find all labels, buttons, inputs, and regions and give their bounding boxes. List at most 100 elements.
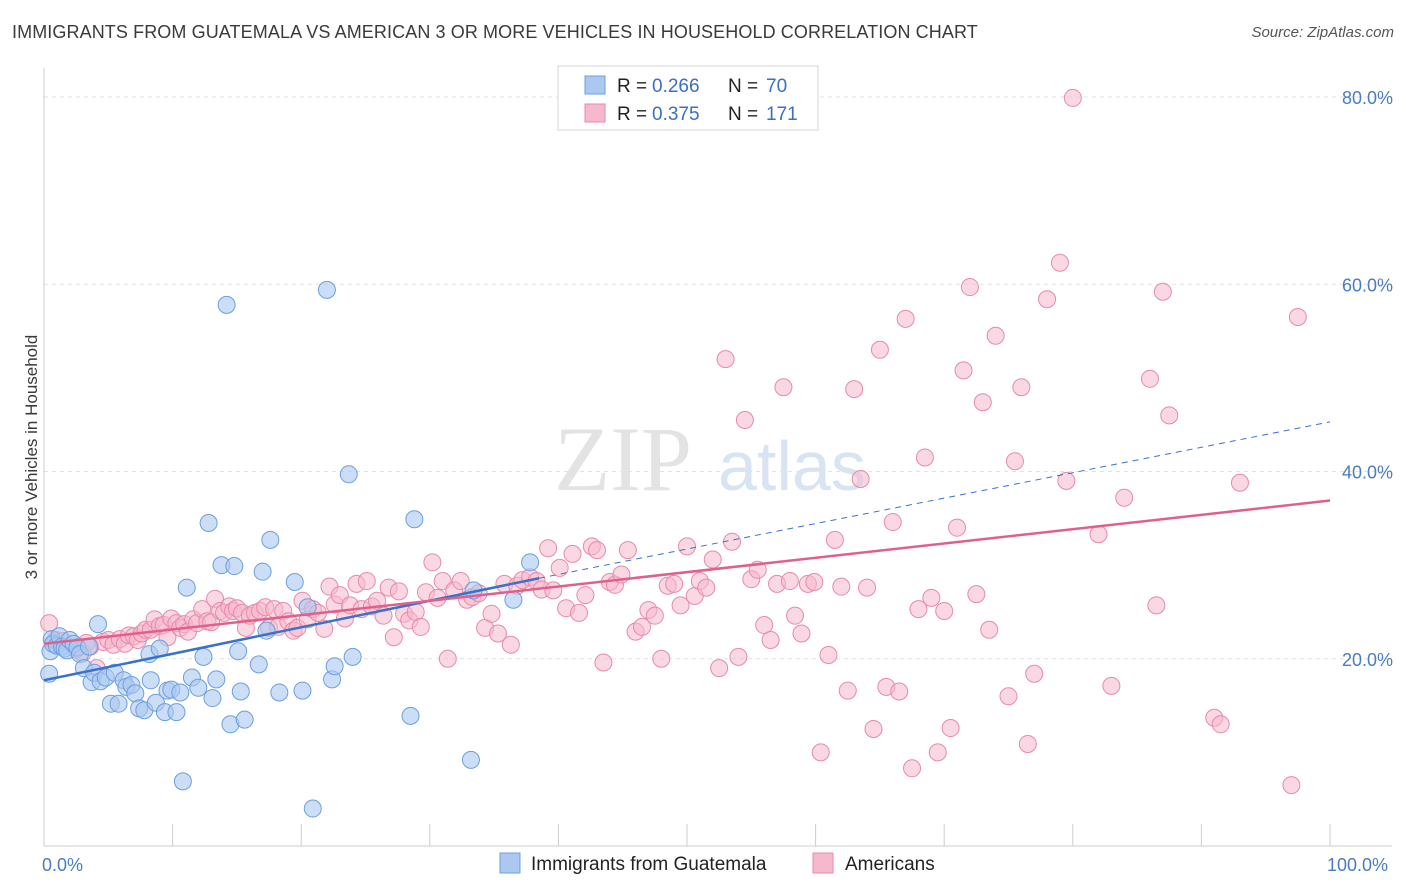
y-tick-label-60: 60.0% — [1342, 275, 1393, 295]
americans-point — [903, 759, 922, 778]
americans-point — [1147, 596, 1166, 615]
y-tick-label-20: 20.0% — [1342, 650, 1393, 670]
guatemala-point — [177, 578, 196, 597]
americans-point — [645, 606, 664, 625]
americans-point — [980, 620, 999, 639]
americans-point — [423, 553, 442, 572]
americans-point — [832, 577, 851, 596]
guatemala-point — [225, 557, 244, 576]
y-tick-label-80: 80.0% — [1342, 88, 1393, 108]
guatemala-point — [189, 678, 208, 697]
americans-point — [703, 550, 722, 569]
legend-n-value-blue: 70 — [766, 76, 787, 97]
americans-point — [1089, 525, 1108, 544]
americans-point — [805, 572, 824, 591]
americans-point — [909, 600, 928, 619]
americans-point — [1115, 488, 1134, 507]
americans-point — [544, 581, 563, 600]
americans-point — [587, 541, 606, 560]
americans-point — [864, 719, 883, 738]
guatemala-point — [167, 703, 186, 722]
americans-point — [697, 578, 716, 597]
legend-swatch-pink — [584, 103, 606, 123]
americans-point — [671, 596, 690, 615]
americans-point — [883, 513, 902, 532]
legend-r-label-pink: R = — [617, 104, 647, 125]
guatemala-point — [235, 710, 254, 729]
guatemala-point — [229, 642, 248, 661]
bottom-legend-label-pink: Americans — [845, 854, 935, 875]
americans-point — [960, 278, 979, 297]
x-tick-label-100: 100.0% — [1327, 855, 1388, 875]
americans-point — [896, 309, 915, 328]
guatemala-point — [317, 280, 336, 299]
americans-point — [954, 361, 973, 380]
guatemala-point — [504, 590, 523, 609]
americans-point — [928, 743, 947, 762]
bottom-legend-swatch-pink — [812, 852, 834, 874]
source-label: Source: ZipAtlas.com — [1251, 24, 1394, 41]
americans-point — [838, 681, 857, 700]
americans-point — [811, 743, 830, 762]
americans-point — [652, 649, 671, 668]
americans-point — [851, 469, 870, 488]
guatemala-point — [194, 647, 213, 666]
guatemala-point — [249, 655, 268, 674]
guatemala-point — [141, 671, 160, 690]
legend-r-value-blue: 0.266 — [652, 76, 700, 97]
guatemala-point — [126, 684, 145, 703]
guatemala-point — [461, 750, 480, 769]
legend-n-label-blue: N = — [728, 76, 758, 97]
guatemala-point — [89, 615, 108, 634]
americans-point — [761, 631, 780, 650]
guatemala-point — [293, 681, 312, 700]
guatemala-point — [285, 572, 304, 591]
americans-point — [438, 649, 457, 668]
americans-point — [735, 411, 754, 430]
americans-trend-line — [43, 499, 1331, 646]
bottom-legend-label-blue: Immigrants from Guatemala — [531, 854, 767, 875]
americans-point — [389, 582, 408, 601]
americans-point — [845, 380, 864, 399]
americans-point — [411, 617, 430, 636]
americans-point — [870, 340, 889, 359]
guatemala-point — [253, 562, 272, 581]
americans-point — [922, 588, 941, 607]
guatemala-point — [173, 772, 192, 791]
americans-point — [1160, 406, 1179, 425]
bottom-legend: Immigrants from Guatemala Americans — [499, 852, 935, 875]
guatemala-point — [325, 657, 344, 676]
chart-title: IMMIGRANTS FROM GUATEMALA VS AMERICAN 3 … — [12, 22, 978, 42]
americans-point — [594, 653, 613, 672]
americans-point — [632, 617, 651, 636]
guatemala-point — [405, 510, 424, 529]
americans-point — [576, 586, 595, 605]
americans-point — [1102, 676, 1121, 695]
americans-point — [1012, 378, 1031, 397]
guatemala-point — [343, 647, 362, 666]
legend-n-value-pink: 171 — [766, 104, 798, 125]
guatemala-point — [203, 689, 222, 708]
americans-point — [948, 518, 967, 537]
americans-point — [1018, 734, 1037, 753]
guatemala-point — [401, 706, 420, 725]
americans-point — [716, 350, 735, 369]
americans-point — [819, 646, 838, 665]
axes — [43, 68, 1392, 847]
guatemala-trend-line — [43, 577, 540, 682]
gridlines — [44, 96, 1392, 660]
bottom-legend-swatch-blue — [499, 852, 521, 874]
americans-point — [569, 603, 588, 622]
americans-point — [384, 628, 403, 647]
x-tick-label-0: 0.0% — [42, 855, 83, 875]
americans-point — [792, 624, 811, 643]
guatemala-point — [261, 530, 280, 549]
americans-point — [482, 604, 501, 623]
americans-point — [890, 682, 909, 701]
guatemala-point — [231, 682, 250, 701]
americans-point — [678, 537, 696, 556]
guatemala-point — [109, 694, 128, 713]
americans-point — [755, 616, 774, 635]
legend-r-label-blue: R = — [617, 76, 647, 97]
